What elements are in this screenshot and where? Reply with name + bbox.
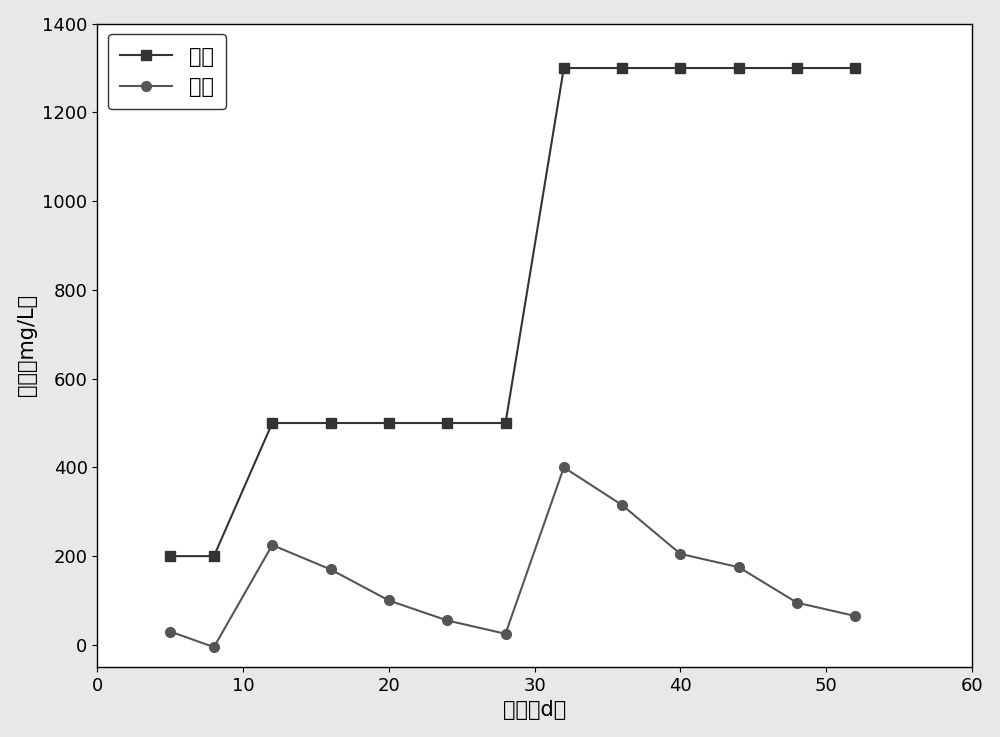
进水 [383, 419, 395, 427]
进水 [500, 419, 512, 427]
进水 [791, 63, 803, 72]
进水 [266, 419, 278, 427]
Line: 出水: 出水 [165, 463, 860, 652]
Y-axis label: 氨氮（mg/L）: 氨氮（mg/L） [17, 294, 37, 397]
出水 [558, 463, 570, 472]
出水 [500, 629, 512, 638]
进水 [674, 63, 686, 72]
进水 [164, 552, 176, 561]
出水 [616, 500, 628, 509]
进水 [558, 63, 570, 72]
出水 [266, 541, 278, 550]
进水 [441, 419, 453, 427]
Legend: 进水, 出水: 进水, 出水 [108, 34, 226, 110]
出水 [849, 612, 861, 621]
出水 [674, 550, 686, 559]
X-axis label: 时间（d）: 时间（d） [503, 700, 566, 720]
Line: 进水: 进水 [165, 63, 860, 561]
出水 [208, 643, 220, 652]
出水 [441, 616, 453, 625]
出水 [325, 565, 337, 574]
进水 [733, 63, 745, 72]
出水 [791, 598, 803, 607]
出水 [383, 596, 395, 605]
进水 [208, 552, 220, 561]
出水 [164, 627, 176, 636]
进水 [616, 63, 628, 72]
进水 [325, 419, 337, 427]
进水 [849, 63, 861, 72]
出水 [733, 563, 745, 572]
